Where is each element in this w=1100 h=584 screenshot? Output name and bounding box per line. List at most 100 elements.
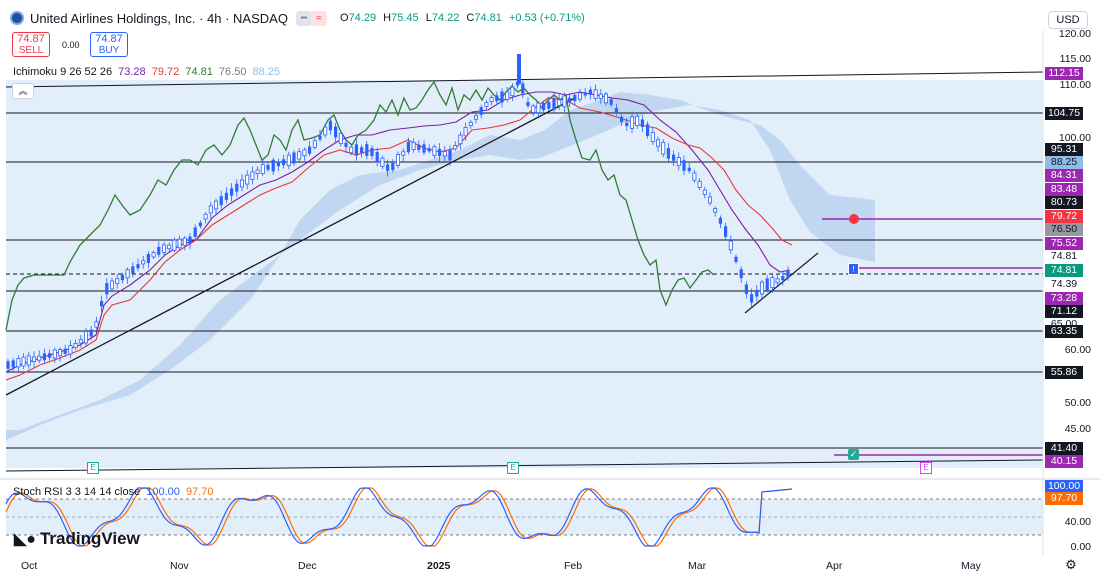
price-tag: 76.50	[1045, 223, 1083, 236]
ohlc-close-value: 74.81	[474, 12, 502, 24]
ichimoku-value-span-b: 88.25	[252, 66, 281, 78]
buy-price: 74.87	[95, 33, 123, 45]
time-label: Oct	[21, 560, 38, 572]
candle	[676, 157, 681, 167]
candle	[177, 238, 182, 249]
candle	[479, 107, 483, 115]
ohlc-open-value: 74.29	[348, 12, 377, 24]
collapse-legend-icon[interactable]: ︽	[12, 83, 34, 99]
visibility-toggle-icon[interactable]: ━	[296, 11, 312, 26]
candle	[625, 122, 629, 127]
kijun-projection-marker[interactable]	[849, 214, 859, 224]
candle	[395, 154, 400, 166]
recent-trend-line	[744, 252, 819, 314]
price-tag: 71.12	[1045, 305, 1083, 318]
ichimoku-name: Ichimoku 9 26 52 26	[13, 66, 113, 78]
alert-icon[interactable]: !	[848, 263, 859, 275]
candle	[646, 124, 650, 136]
time-label: 2025	[427, 560, 451, 572]
candle	[255, 169, 260, 174]
candle	[198, 222, 202, 227]
candle	[495, 95, 499, 102]
candle	[650, 132, 655, 142]
candle	[781, 276, 785, 281]
candle	[598, 93, 603, 99]
price-tick: 110.00	[1059, 79, 1091, 91]
lower-channel-line	[5, 459, 1044, 472]
sell-label: SELL	[18, 45, 44, 56]
earnings-marker[interactable]: E	[87, 462, 99, 474]
candle	[755, 289, 759, 297]
ohlc-open-key: O	[340, 12, 349, 24]
candle	[115, 278, 120, 285]
candle	[32, 356, 37, 363]
candle	[432, 146, 437, 156]
compare-icon[interactable]: ≈	[311, 11, 327, 26]
sell-button[interactable]: 74.87 SELL	[12, 32, 50, 57]
time-label: May	[961, 560, 981, 572]
candle	[484, 102, 489, 107]
candle	[213, 200, 218, 210]
candle	[42, 353, 46, 361]
candle	[489, 97, 494, 103]
tradingview-wordmark: TradingView	[39, 529, 140, 548]
candle	[235, 183, 239, 192]
candle	[448, 149, 452, 161]
ohlc-low-key: L	[425, 12, 432, 24]
stoch-rsi-legend[interactable]: Stoch RSI 3 3 14 14 close 100.00 97.70	[13, 486, 214, 498]
candle	[136, 264, 140, 269]
stoch-k-value: 100.00	[146, 486, 180, 498]
candle	[604, 93, 609, 104]
earnings-marker[interactable]: E	[507, 462, 519, 474]
candle	[224, 192, 228, 200]
check-icon[interactable]: ✓	[848, 449, 859, 460]
price-tag: 74.81	[1045, 250, 1083, 263]
candle	[151, 252, 156, 258]
symbol-title[interactable]: United Airlines Holdings, Inc. · 4h · NA…	[30, 11, 288, 26]
candle	[463, 127, 468, 137]
candle	[536, 102, 541, 114]
candle	[661, 142, 666, 155]
ichimoku-legend[interactable]: Ichimoku 9 26 52 26 73.28 79.72 74.81 76…	[13, 66, 280, 78]
candle	[438, 148, 442, 156]
kijun-sen-line	[5, 91, 791, 373]
candle	[250, 171, 255, 180]
candle	[297, 151, 302, 160]
candle	[708, 196, 713, 204]
candle	[37, 355, 42, 361]
candle	[157, 246, 161, 255]
candle	[131, 266, 135, 274]
candle	[302, 149, 307, 157]
price-tag: 112.15	[1045, 67, 1083, 80]
settings-gear-icon[interactable]: ⚙	[1065, 557, 1077, 572]
candle	[417, 144, 421, 150]
spread-value: 0.00	[62, 40, 80, 50]
tradingview-logo[interactable]: ◣● TradingView	[14, 529, 140, 549]
buy-button[interactable]: 74.87 BUY	[90, 32, 128, 57]
candle	[666, 148, 670, 159]
candle	[63, 348, 67, 354]
price-tag: 88.25	[1045, 156, 1083, 169]
chikou-span-line	[5, 80, 715, 331]
candle	[360, 147, 364, 153]
earnings-marker-upcoming[interactable]: E	[920, 462, 932, 474]
currency-selector[interactable]: USD	[1048, 11, 1088, 29]
price-tag: 75.52	[1045, 237, 1083, 250]
price-tick: 60.00	[1064, 344, 1091, 356]
candle	[562, 95, 567, 108]
price-tag: 84.31	[1045, 169, 1083, 182]
candle	[500, 91, 504, 103]
candle	[349, 146, 354, 154]
price-tick: 120.00	[1058, 28, 1091, 40]
candle	[614, 108, 618, 114]
candle	[697, 180, 702, 188]
time-label: Feb	[564, 560, 583, 572]
candle	[230, 188, 234, 196]
candle	[593, 89, 598, 99]
candle	[760, 281, 765, 295]
candle	[453, 145, 458, 150]
tenkan-sen-line	[5, 97, 793, 381]
candle	[167, 244, 172, 250]
